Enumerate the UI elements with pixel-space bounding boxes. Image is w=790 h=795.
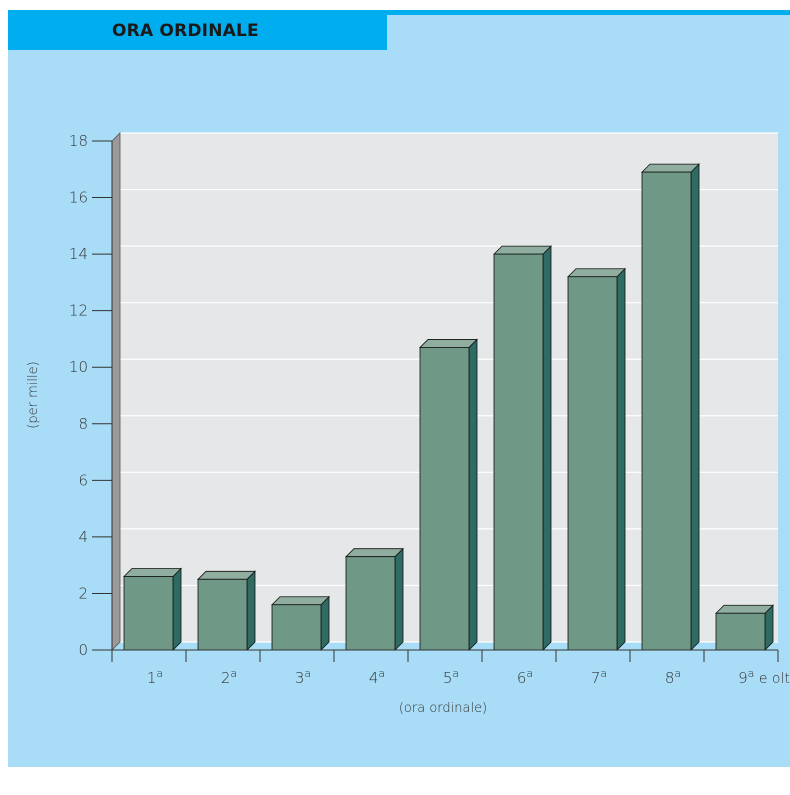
bar-side: [172, 567, 182, 651]
bar-front: [567, 276, 618, 651]
bar-side: [320, 595, 330, 651]
y-tick-label: 10: [69, 358, 88, 376]
bar-front: [197, 578, 248, 651]
x-axis-title: (ora ordinale): [399, 701, 487, 716]
x-tick-label: 7a: [591, 667, 607, 687]
y-tick-label: 6: [78, 471, 88, 489]
x-tick-label: 4a: [369, 667, 385, 687]
bar: [493, 245, 552, 651]
x-tick-label: 1a: [147, 667, 163, 687]
bar: [345, 547, 404, 651]
bar-front: [345, 556, 396, 651]
bar-front: [493, 253, 544, 651]
y-tick-label: 16: [69, 189, 88, 207]
bar-side: [246, 570, 256, 651]
bar-side: [394, 547, 404, 651]
bar-side: [468, 338, 478, 651]
bar-top: [123, 568, 182, 577]
bar-side: [616, 267, 626, 651]
bar-top: [197, 570, 256, 580]
x-tick-label: 8a: [665, 667, 681, 687]
panel-top-rule: [8, 10, 790, 15]
bar: [123, 567, 182, 651]
bar-front: [123, 576, 174, 651]
bar-top: [271, 596, 330, 606]
x-tick-label: 6a: [517, 667, 533, 687]
y-tick-label: 2: [78, 584, 88, 602]
x-tick-label: 9a e oltre: [738, 667, 790, 687]
y-ticks: 0 2 4 6 8 10 12 14 16 18: [69, 132, 112, 659]
bars: [123, 163, 774, 651]
y-tick-label: 4: [78, 528, 88, 546]
bar-top: [641, 163, 700, 173]
bar-top: [493, 245, 552, 255]
bar-top: [345, 548, 404, 558]
bar: [641, 163, 700, 651]
bar: [567, 267, 626, 651]
y-axis-wall: [111, 132, 121, 651]
bar: [271, 595, 330, 651]
bar-side: [542, 245, 552, 651]
y-tick-label: 14: [69, 245, 88, 263]
axes: [111, 141, 778, 660]
x-tick-label: 5a: [443, 667, 459, 687]
bar-front: [419, 347, 470, 651]
bar: [197, 570, 256, 651]
y-tick-label: 0: [78, 641, 88, 659]
bar-top: [567, 268, 626, 278]
bar-side: [690, 163, 700, 651]
x-tick-label: 2a: [221, 667, 237, 687]
x-tick-label: 3a: [295, 667, 311, 687]
y-tick-label: 8: [78, 415, 88, 433]
bar: [715, 604, 774, 651]
bar-top: [715, 604, 774, 614]
title-band: [8, 10, 387, 50]
y-tick-label: 18: [69, 132, 88, 150]
bar-front: [271, 604, 322, 651]
bar: [419, 338, 478, 651]
bar-top: [419, 339, 478, 348]
y-tick-label: 12: [69, 302, 88, 320]
bar-front: [641, 171, 692, 651]
y-axis-title: (per mille): [26, 361, 41, 428]
chart-title: ORA ORDINALE: [112, 21, 259, 41]
bar-front: [715, 612, 766, 651]
y-wall-face: [111, 132, 121, 651]
x-ticks: 1a 2a 3a 4a 5a 6a 7a 8a 9a e oltre: [111, 650, 790, 687]
